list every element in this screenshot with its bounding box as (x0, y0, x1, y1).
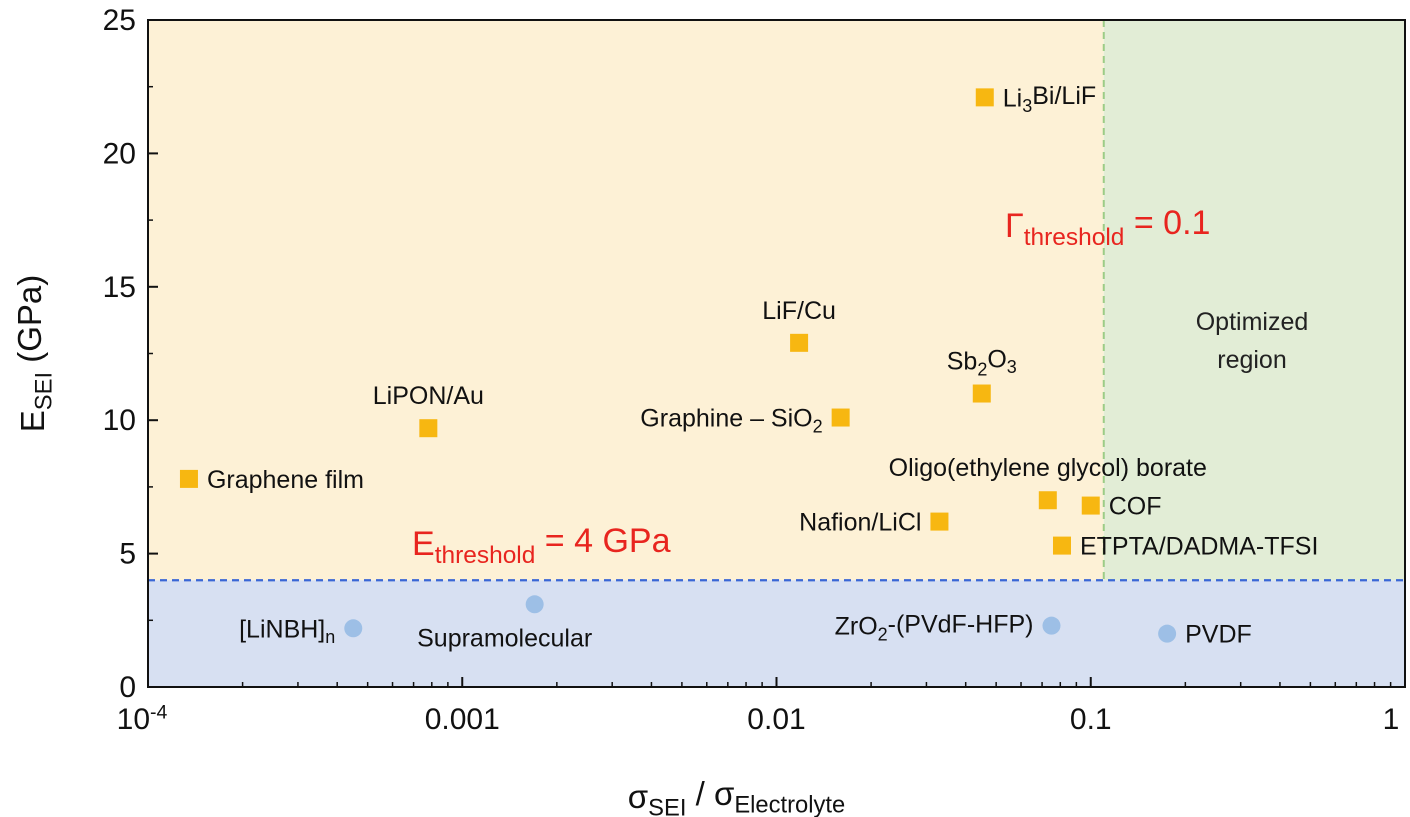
data-point-square (831, 408, 850, 427)
y-tick-label: 25 (103, 4, 136, 37)
data-point-label: ETPTA/DADMA-TFSI (1080, 533, 1318, 561)
y-tick-label: 10 (103, 404, 136, 437)
data-point-square (790, 333, 809, 352)
y-axis-title: ESEI (GPa) (11, 275, 58, 432)
data-point-label: Graphene film (207, 466, 364, 494)
y-tick-label: 15 (103, 271, 136, 304)
region-above-threshold (148, 20, 1104, 581)
data-point-square (1081, 496, 1100, 515)
y-tick-label: 0 (119, 671, 136, 704)
x-tick-label: 0.01 (747, 703, 805, 736)
data-point-label: Oligo(ethylene glycol) borate (889, 454, 1207, 482)
data-point-label: PVDF (1185, 621, 1252, 649)
x-axis-title: σSEI / σElectrolyte (628, 775, 845, 817)
x-tick-label: 10-4 (117, 701, 168, 736)
data-point-square (975, 88, 994, 107)
region-optimized (1103, 20, 1405, 581)
data-point-circle (1158, 624, 1177, 643)
optimized-region-label: Optimized (1196, 308, 1309, 336)
data-point-circle (1042, 616, 1061, 635)
data-point-label: LiPON/Au (373, 382, 484, 410)
y-tick-label: 5 (119, 538, 136, 571)
y-tick-label: 20 (103, 137, 136, 170)
data-point-label: ZrO2-(PVdF-HFP) (835, 610, 1034, 644)
gamma-threshold-label: Γthreshold = 0.1 (1005, 204, 1210, 251)
e-threshold-label: Ethreshold = 4 GPa (412, 522, 671, 569)
x-tick-label: 1 (1383, 703, 1400, 736)
data-point-square (419, 419, 438, 438)
x-tick-label: 0.1 (1070, 703, 1112, 736)
data-point-label: Graphine – SiO2 (640, 405, 822, 437)
data-point-square (1052, 536, 1071, 555)
optimized-region-label: region (1217, 346, 1287, 374)
data-point-label: [LiNBH]n (239, 615, 335, 647)
data-point-label: Li3Bi/LiF (1003, 82, 1096, 116)
data-point-label: Sb2O3 (947, 345, 1017, 379)
x-tick-label: 0.001 (425, 703, 500, 736)
data-point-circle (344, 619, 363, 638)
data-point-label: COF (1109, 493, 1162, 521)
data-point-square (179, 469, 198, 488)
data-point-label: Nafion/LiCl (799, 509, 921, 537)
data-point-label: Supramolecular (417, 624, 592, 652)
data-point-label: LiF/Cu (762, 297, 836, 325)
data-point-circle (525, 595, 544, 614)
data-point-square (930, 512, 949, 531)
data-point-square (972, 384, 991, 403)
data-point-square (1038, 491, 1057, 510)
